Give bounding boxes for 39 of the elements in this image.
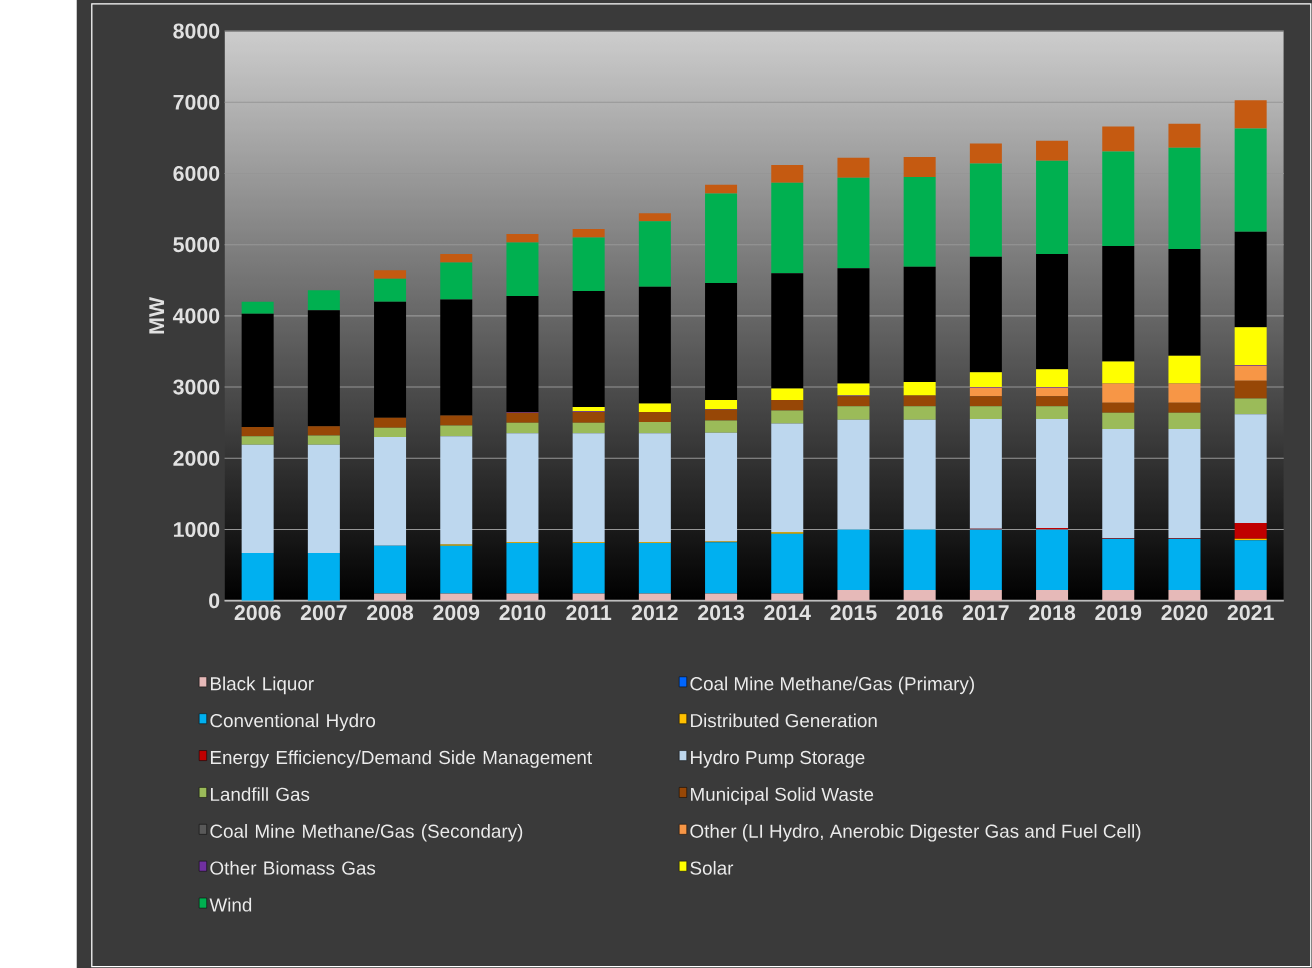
y-tick-label: 4000 xyxy=(172,308,220,324)
legend-label: Energy Efficiency/Demand Side Management xyxy=(210,750,592,768)
x-tick-label: 2015 xyxy=(830,605,877,621)
x-tick-label: 2018 xyxy=(1029,605,1076,621)
legend-label: Black Liquor xyxy=(210,676,314,695)
legend-label: Other Biomass Gas xyxy=(210,860,376,875)
legend-label: Other (LI Hydro, Anerobic Digester Gas and Fuel Cell) xyxy=(690,824,1141,842)
x-tick-label: 2010 xyxy=(499,605,546,621)
x-tick-label: 2008 xyxy=(367,605,414,621)
y-tick-label: 8000 xyxy=(173,23,220,39)
y-tick-label: 2000 xyxy=(173,450,220,466)
y-tick-label: 7000 xyxy=(173,94,220,110)
x-tick-label: 2012 xyxy=(631,605,678,621)
y-tick-label: 6000 xyxy=(173,165,220,182)
x-tick-label: 2020 xyxy=(1161,605,1208,621)
x-tick-label: 2019 xyxy=(1095,605,1142,621)
y-tick-label: 3000 xyxy=(173,379,220,395)
legend-label: Distributed Generation xyxy=(691,713,877,728)
y-tick-label: 1000 xyxy=(173,521,220,538)
x-tick-label: 2007 xyxy=(300,605,347,621)
legend-label: Solar xyxy=(690,860,734,875)
x-tick-label: 2014 xyxy=(764,605,811,621)
legend-label: Conventional Hydro xyxy=(210,713,376,732)
legend-label: Wind xyxy=(209,897,252,912)
x-tick-label: 2013 xyxy=(698,605,745,621)
x-tick-label: 2009 xyxy=(433,605,480,621)
y-tick-label: 5000 xyxy=(173,237,220,253)
legend-label: Coal Mine Methane/Gas (Primary) xyxy=(690,676,974,695)
y-axis-title: MW xyxy=(149,297,165,334)
y-tick-label: 0 xyxy=(209,593,220,609)
legend-label: Municipal Solid Waste xyxy=(691,787,874,805)
legend-label: Landfill Gas xyxy=(210,787,310,802)
x-tick-label: 2017 xyxy=(962,605,1009,621)
legend-label: Coal Mine Methane/Gas (Secondary) xyxy=(210,824,523,842)
x-tick-label: 2006 xyxy=(234,605,281,621)
legend-label: Hydro Pump Storage xyxy=(691,750,865,768)
x-tick-label: 2011 xyxy=(566,605,612,621)
x-tick-label: 2021 xyxy=(1227,605,1274,621)
x-tick-label: 2016 xyxy=(896,605,943,621)
